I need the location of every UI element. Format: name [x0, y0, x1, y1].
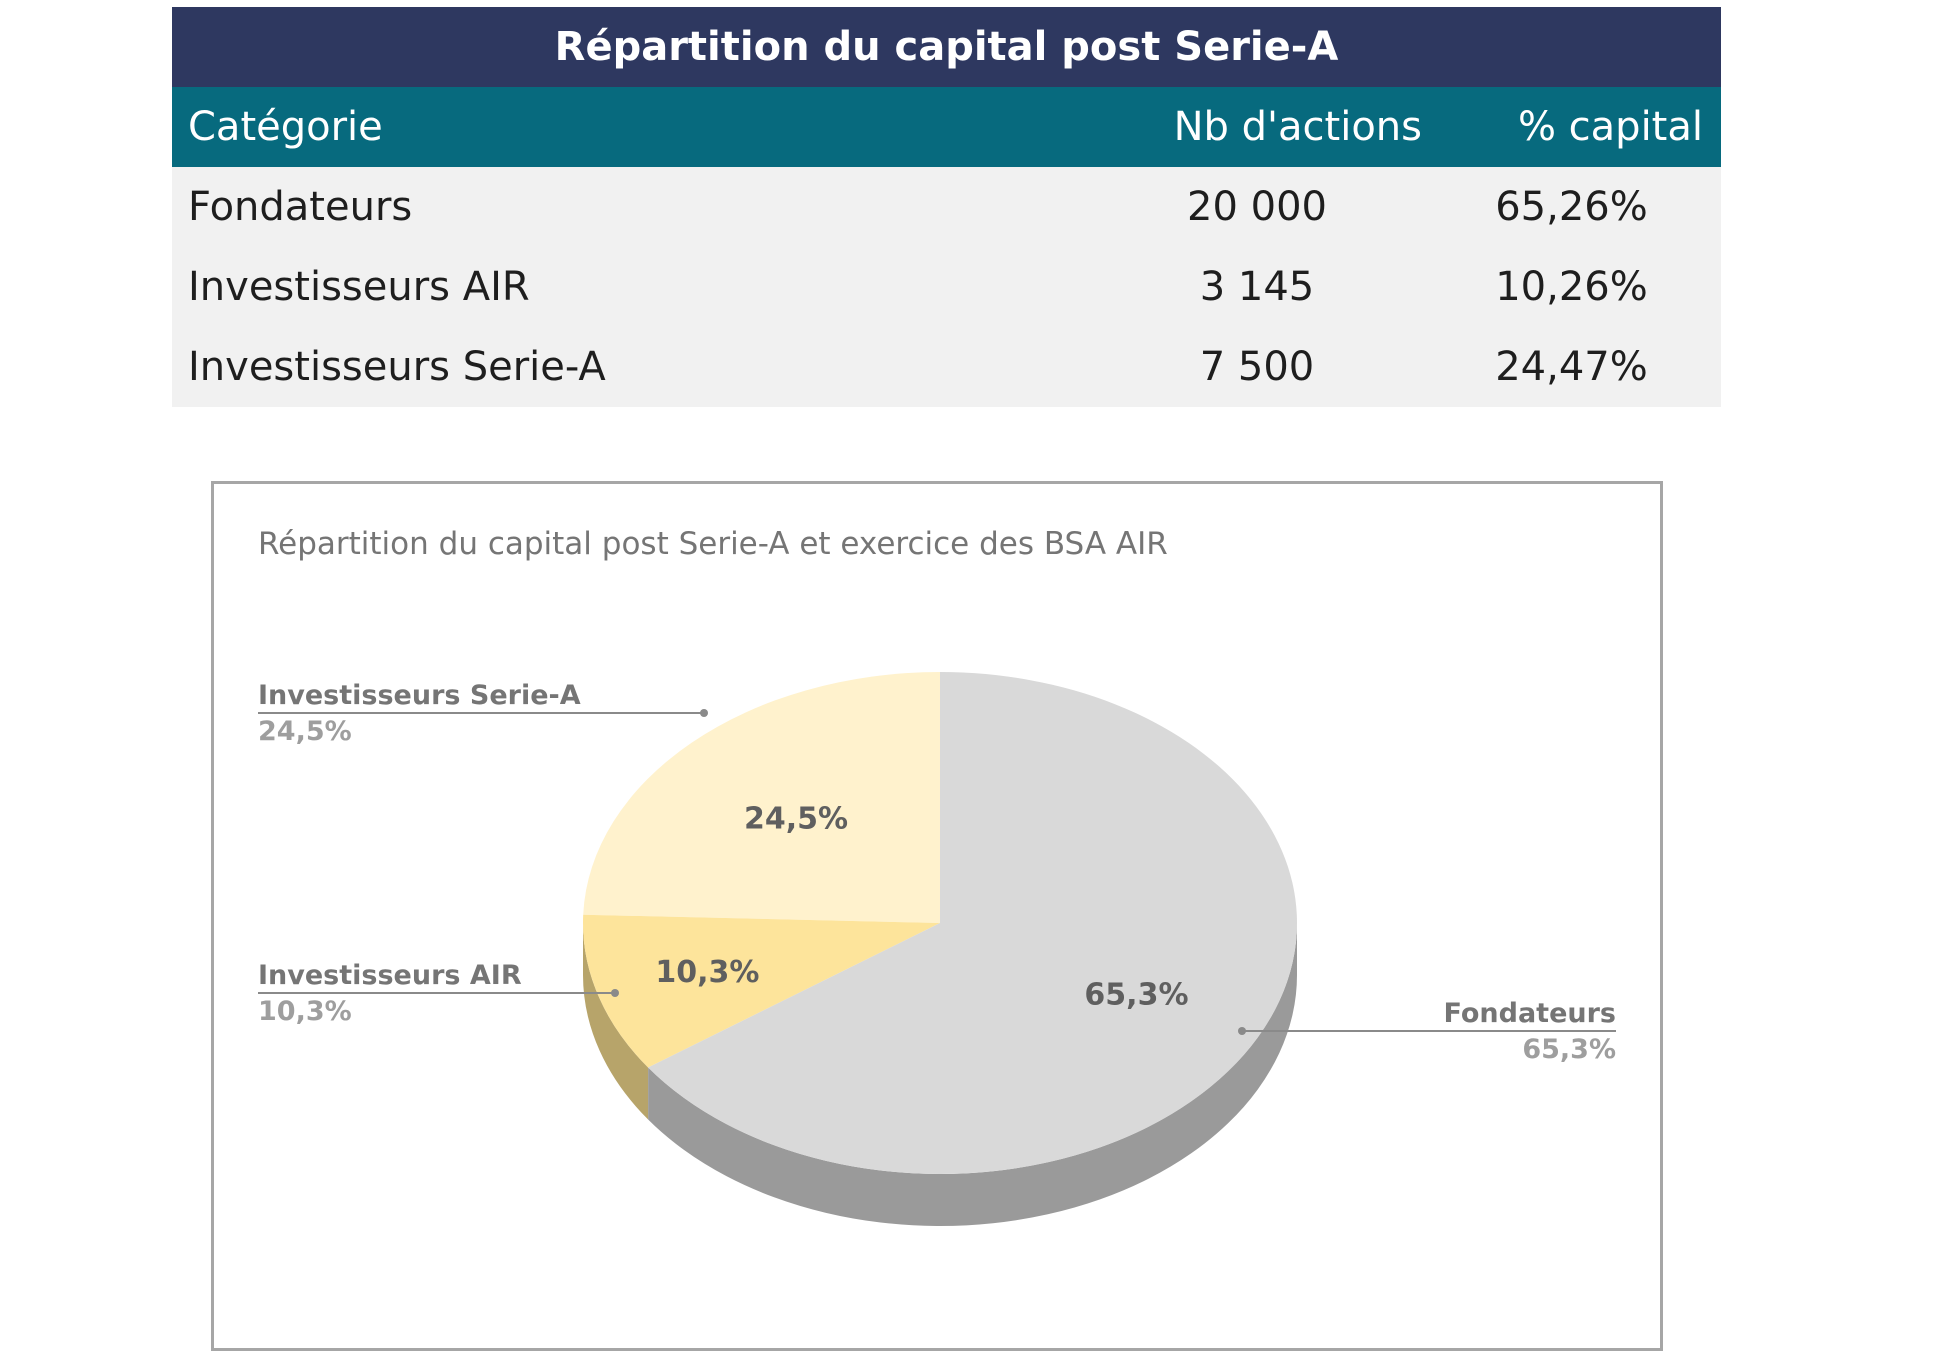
chart-title: Répartition du capital post Serie-A et e… — [258, 526, 1168, 562]
table-title: Répartition du capital post Serie-A — [172, 7, 1721, 87]
cell-shares: 3 145 — [1199, 264, 1315, 310]
callout-name-investisseurs-serie-a: Investisseurs Serie-A — [258, 680, 581, 711]
cell-capital: 65,26% — [1495, 184, 1648, 230]
pie-slice-investisseurs-air — [583, 914, 940, 1068]
pie-side-investisseurs-air — [583, 923, 649, 1120]
callout-name-fondateurs: Fondateurs — [1444, 998, 1617, 1029]
cell-capital: 24,47% — [1495, 344, 1648, 390]
pie-label-fondateurs: 65,3% — [1084, 978, 1188, 1013]
table-row-fondateurs: Fondateurs 20 000 65,26% — [172, 167, 1721, 247]
cell-capital: 10,26% — [1495, 264, 1648, 310]
pie-chart: 24,5% 10,3% 65,3% Investisseurs Serie-A 24,5… — [258, 672, 1617, 1226]
callout-dot-fondateurs — [1238, 1027, 1246, 1035]
pie-label-investisseurs-serie-a: 24,5% — [744, 801, 848, 836]
callout-value-investisseurs-serie-a: 24,5% — [258, 716, 352, 747]
cell-category: Fondateurs — [188, 184, 413, 230]
pie-side-fondateurs — [648, 923, 1298, 1226]
callout-value-fondateurs: 65,3% — [1522, 1034, 1616, 1065]
cell-category: Investisseurs Serie-A — [188, 344, 606, 390]
callout-dot-investisseurs-air — [611, 989, 619, 997]
table-row-investisseurs-air: Investisseurs AIR 3 145 10,26% — [172, 247, 1721, 327]
header-capital: % capital — [1517, 104, 1703, 150]
cell-category: Investisseurs AIR — [188, 264, 530, 310]
pie-label-investisseurs-air: 10,3% — [655, 955, 759, 990]
table-body: Fondateurs 20 000 65,26% Investisseurs A… — [172, 167, 1721, 407]
callout-name-investisseurs-air: Investisseurs AIR — [258, 960, 522, 991]
cell-shares: 20 000 — [1187, 184, 1327, 230]
table-header-row: Catégorie Nb d'actions % capital — [172, 87, 1721, 167]
pie-chart-frame: Répartition du capital post Serie-A et e… — [211, 481, 1663, 1351]
capital-table: Répartition du capital post Serie-A Caté… — [172, 7, 1721, 407]
pie-slice-fondateurs — [648, 672, 1297, 1174]
callout-dot-investisseurs-serie-a — [700, 709, 708, 717]
table-row-investisseurs-serie-a: Investisseurs Serie-A 7 500 24,47% — [172, 327, 1721, 407]
header-category: Catégorie — [188, 104, 383, 150]
pie-slice-investisseurs-serie-a — [583, 672, 940, 923]
header-shares: Nb d'actions — [1173, 104, 1422, 150]
cell-shares: 7 500 — [1199, 344, 1315, 390]
callout-value-investisseurs-air: 10,3% — [258, 996, 352, 1027]
